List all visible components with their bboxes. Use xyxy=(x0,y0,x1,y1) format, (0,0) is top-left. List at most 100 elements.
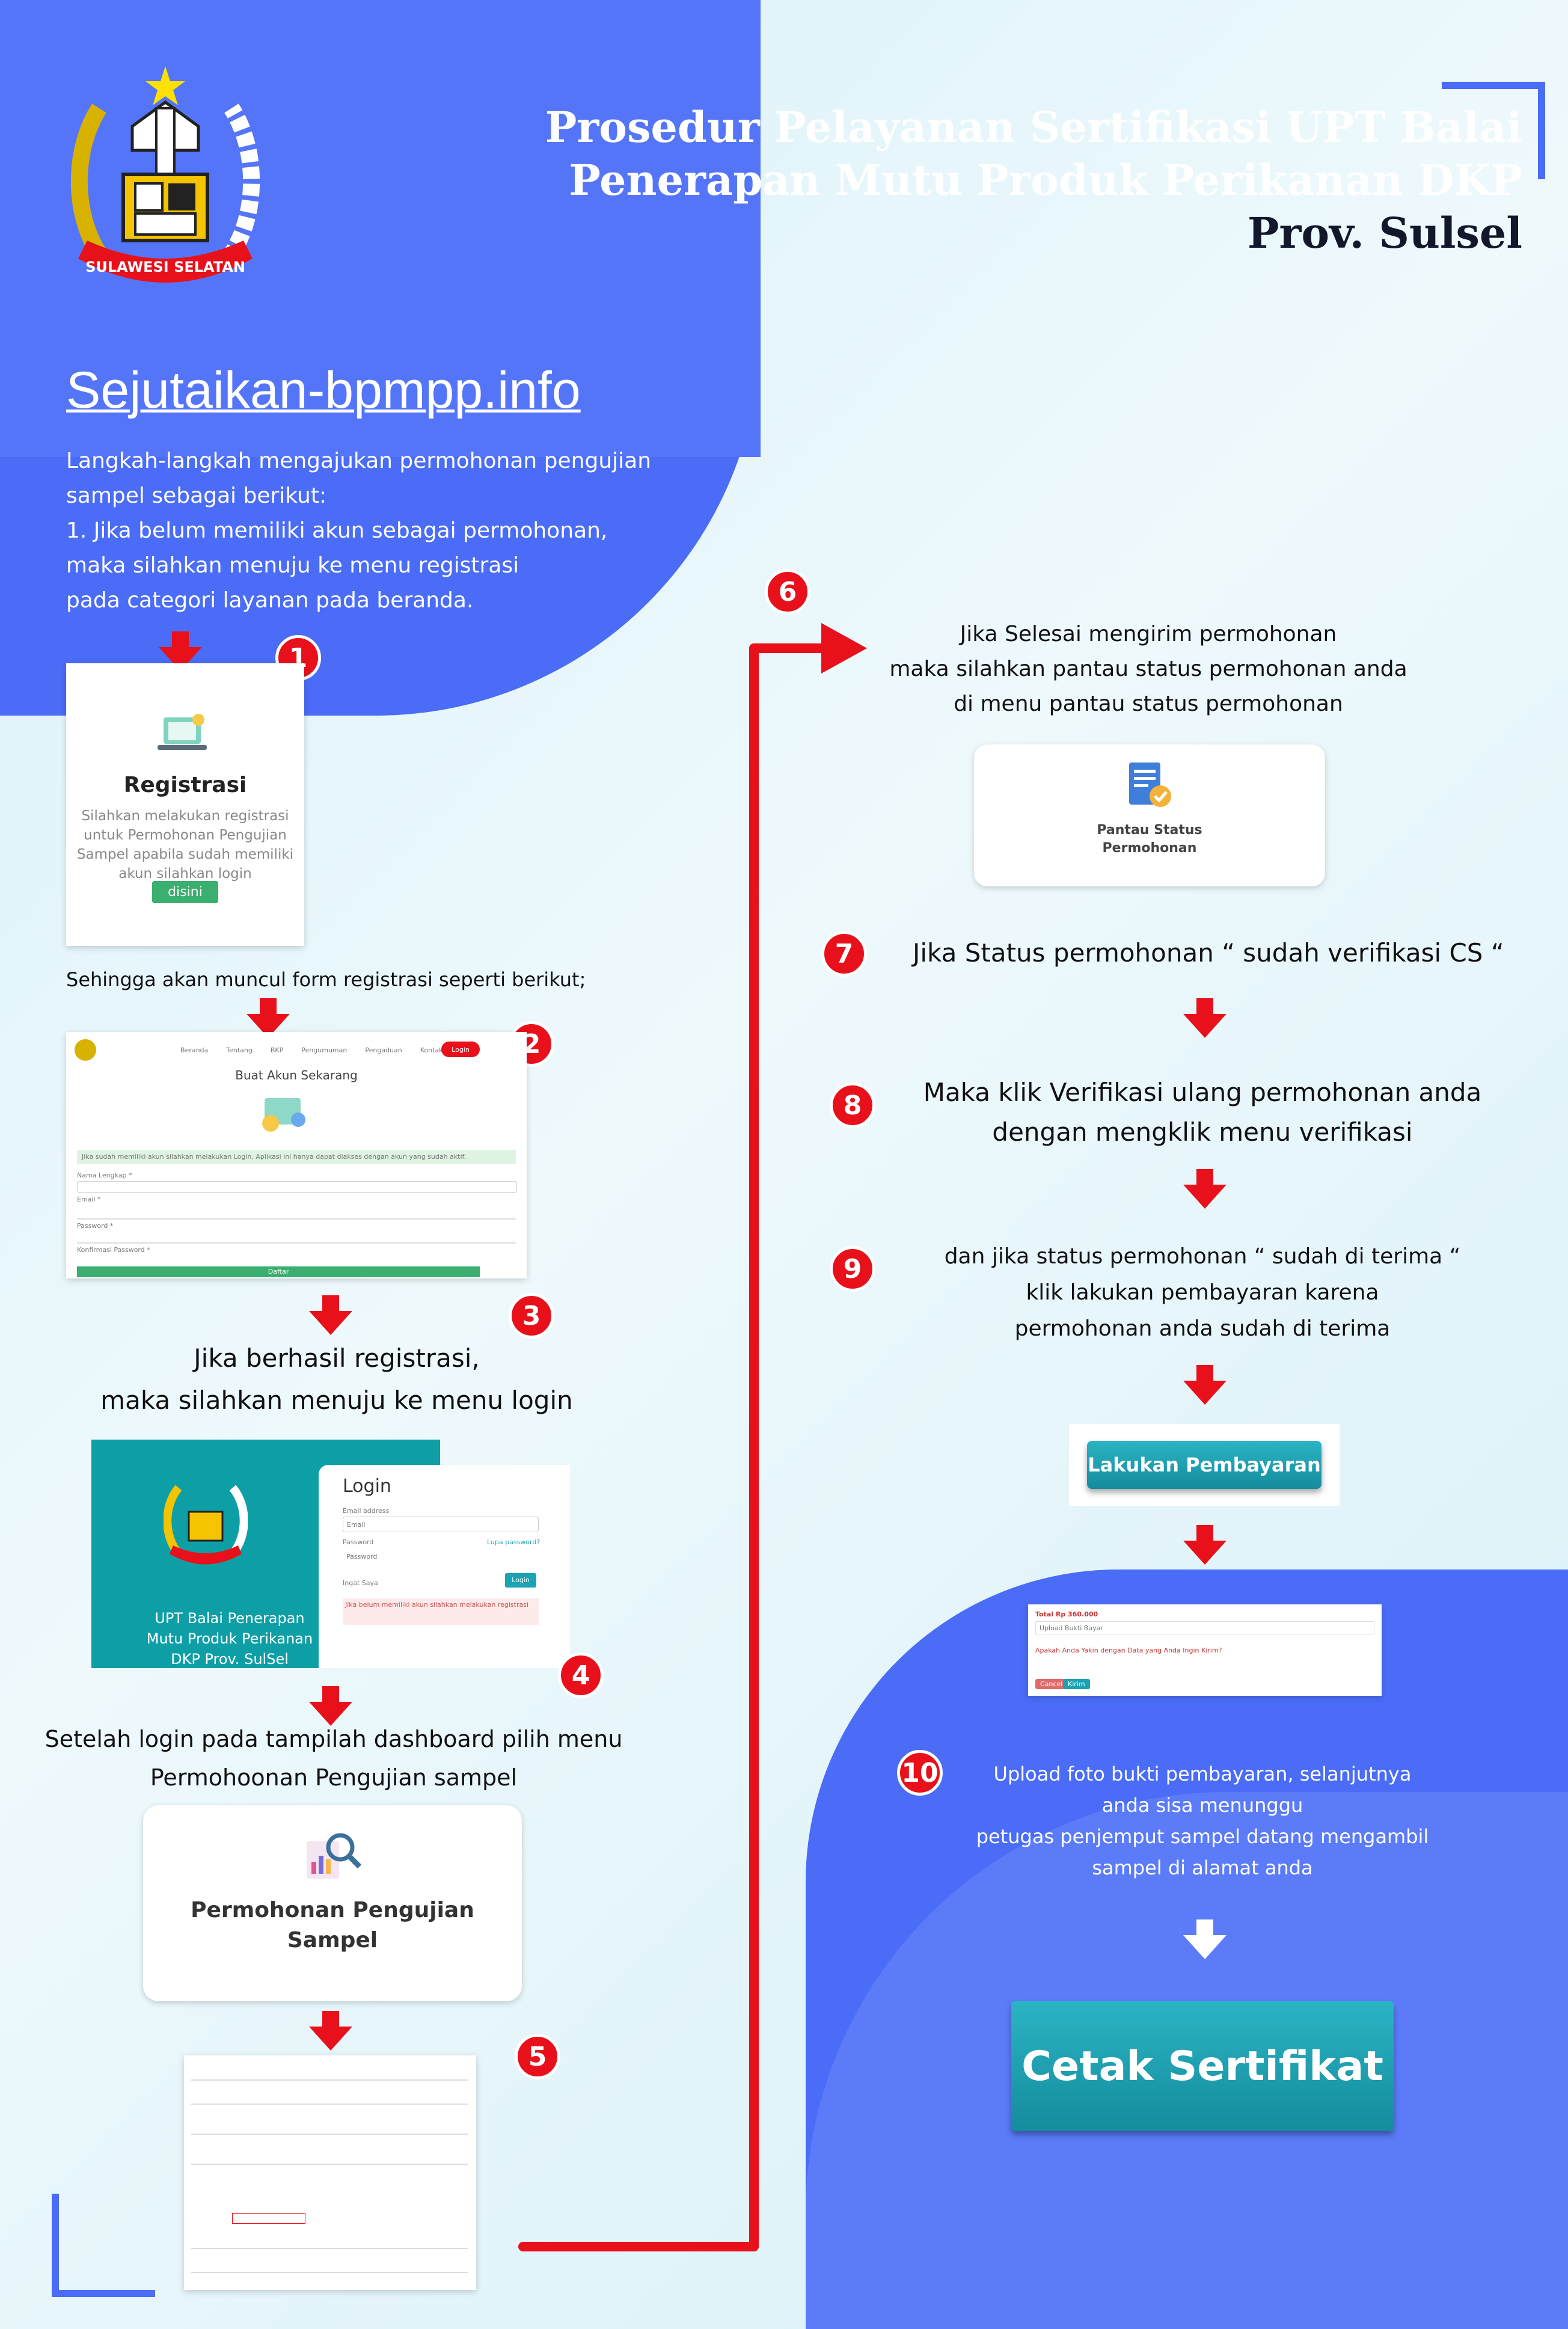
form-label: Nama Lengkap * xyxy=(77,1171,132,1179)
title-line-3: Prov. Sulsel xyxy=(1247,208,1522,258)
site-link[interactable]: Sejutaikan-bpmpp.info xyxy=(66,361,581,419)
login-left-line: DKP Prov. SulSel xyxy=(171,1651,289,1668)
registration-icon xyxy=(156,711,210,753)
step4-line: Setelah login pada tampilah dashboard pi… xyxy=(44,1726,623,1752)
step10-text: Upload foto bukti pembayaran, selanjutny… xyxy=(938,1758,1467,1883)
registrasi-desc-line: akun silahkan login xyxy=(118,866,252,882)
disini-button[interactable]: disini xyxy=(152,881,218,903)
login-title: Login xyxy=(343,1476,391,1497)
permohonan-pengujian-card[interactable]: Permohonan Pengujian Sampel xyxy=(143,1805,522,2001)
email-label: Email address xyxy=(343,1507,390,1515)
form-divider xyxy=(191,2248,468,2249)
login-left-text: UPT Balai Penerapan Mutu Produk Perikana… xyxy=(91,1608,368,1668)
upload-total-label: Total Rp 360.000 xyxy=(1035,1610,1098,1618)
mini-login-button[interactable]: Login xyxy=(441,1042,480,1057)
connector-line-bottom xyxy=(518,2242,759,2251)
step-badge-10: 10 xyxy=(897,1750,943,1796)
cancel-button[interactable]: Cancel xyxy=(1035,1679,1068,1689)
page-title: Prosedur Pelayanan Sertifikasi UPT Balai… xyxy=(541,101,1522,260)
mini-nav-item[interactable]: Pengaduan xyxy=(365,1046,402,1054)
registrasi-desc-line: Silahkan melakukan registrasi xyxy=(81,808,289,824)
document-status-icon xyxy=(1124,758,1175,812)
form-notice: Jika sudah memiliki akun silahkan melaku… xyxy=(77,1150,516,1164)
registrasi-desc: Silahkan melakukan registrasi untuk Perm… xyxy=(66,806,304,883)
intro-line: maka silahkan menuju ke menu registrasi xyxy=(66,553,519,578)
step10-line: Upload foto bukti pembayaran, selanjutny… xyxy=(993,1763,1412,1785)
form-label: Password * xyxy=(77,1222,114,1230)
registrasi-title: Registrasi xyxy=(123,773,247,797)
step-badge-8: 8 xyxy=(830,1082,875,1128)
permohonan-line: Permohonan Pengujian xyxy=(191,1898,474,1922)
registrasi-card[interactable]: Registrasi Silahkan melakukan registrasi… xyxy=(66,663,304,946)
step3-line: maka silahkan menuju ke menu login xyxy=(100,1385,573,1415)
step9-line: permohonan anda sudah di terima xyxy=(1014,1316,1391,1341)
lakukan-pembayaran-button[interactable]: Lakukan Pembayaran xyxy=(1087,1441,1321,1489)
step4-line: Permohoonan Pengujian sampel xyxy=(150,1764,518,1791)
step10-line: sampel di alamat anda xyxy=(1092,1856,1313,1879)
form-divider xyxy=(77,1218,516,1220)
kirim-button[interactable]: Kirim xyxy=(1063,1679,1090,1689)
mini-logo-icon xyxy=(75,1039,96,1061)
forgot-password-link[interactable]: Lupa password? xyxy=(487,1538,541,1546)
login-form-panel: Login Email address Email Password Lupa … xyxy=(319,1465,570,1668)
magnifier-chart-icon xyxy=(303,1829,363,1883)
permohonan-form-screenshot xyxy=(184,2055,476,2290)
step3-text: Jika berhasil registrasi, maka silahkan … xyxy=(36,1337,637,1422)
intro-line: 1. Jika belum memiliki akun sebagai perm… xyxy=(66,518,608,543)
registration-form-screenshot: Beranda Tentang BKP Pengumuman Pengaduan… xyxy=(66,1032,527,1278)
mini-nav-item[interactable]: BKP xyxy=(270,1046,284,1054)
form-divider xyxy=(191,2103,468,2105)
pantau-status-card[interactable]: Pantau Status Permohonan xyxy=(974,744,1325,886)
daftar-button[interactable]: Daftar xyxy=(77,1266,480,1277)
form-label: Konfirmasi Password * xyxy=(77,1246,150,1254)
step9-text: dan jika status permohonan “ sudah di te… xyxy=(902,1239,1503,1347)
intro-text: Langkah-langkah mengajukan permohonan pe… xyxy=(66,444,727,618)
step6-text: Jika Selesai mengirim permohonan maka si… xyxy=(866,617,1431,722)
step-badge-3: 3 xyxy=(509,1293,554,1339)
step8-line: Maka klik Verifikasi ulang permohonan an… xyxy=(923,1078,1482,1107)
login-logo-icon xyxy=(163,1476,248,1566)
step9-line: dan jika status permohonan “ sudah di te… xyxy=(944,1244,1461,1269)
step9-line: klik lakukan pembayaran karena xyxy=(1026,1280,1379,1305)
title-line-1: Prosedur Pelayanan Sertifikasi UPT Balai xyxy=(545,102,1522,152)
upload-panel-screenshot: Total Rp 360.000 Upload Bukti Bayar Apak… xyxy=(1028,1604,1382,1696)
step-badge-4: 4 xyxy=(558,1652,604,1698)
pantau-line: Pantau Status xyxy=(1097,823,1202,838)
upload-field[interactable]: Upload Bukti Bayar xyxy=(1035,1621,1374,1634)
corner-bracket-bottom-left xyxy=(52,2194,155,2297)
pantau-card-text: Pantau Status Permohonan xyxy=(974,821,1325,858)
connector-line-top xyxy=(749,643,833,653)
registrasi-button-wrap: disini xyxy=(66,881,304,903)
step-badge-9: 9 xyxy=(830,1246,875,1292)
mini-nav-item[interactable]: Beranda xyxy=(180,1046,209,1054)
mini-nav: Beranda Tentang BKP Pengumuman Pengaduan… xyxy=(180,1046,462,1054)
step8-line: dengan mengklik menu verifikasi xyxy=(992,1117,1413,1147)
remember-checkbox[interactable]: Ingat Saya xyxy=(343,1579,378,1587)
step4-text: Setelah login pada tampilah dashboard pi… xyxy=(18,1720,649,1797)
login-button[interactable]: Login xyxy=(505,1573,536,1588)
form-divider xyxy=(191,2272,468,2273)
step2-caption: Sehingga akan muncul form registrasi sep… xyxy=(66,968,586,991)
corner-bracket-top-right xyxy=(1442,82,1545,179)
email-input[interactable]: Email xyxy=(343,1517,539,1532)
password-input[interactable]: Password xyxy=(346,1553,378,1560)
mini-select[interactable] xyxy=(232,2213,305,2224)
form-divider xyxy=(77,1242,516,1244)
logo-banner-text: SULAWESI SELATAN xyxy=(85,259,245,275)
step6-line: Jika Selesai mengirim permohonan xyxy=(960,622,1337,646)
form-illustration-icon xyxy=(247,1092,319,1134)
step3-line: Jika berhasil registrasi, xyxy=(194,1343,480,1373)
step6-line: di menu pantau status permohonan xyxy=(954,692,1343,716)
mini-nav-item[interactable]: Pengumuman xyxy=(301,1046,348,1054)
permohonan-line: Sampel xyxy=(287,1928,378,1953)
password-label: Password xyxy=(343,1538,374,1546)
registrasi-desc-line: untuk Permohonan Pengujian xyxy=(84,827,287,843)
mini-nav-item[interactable]: Tentang xyxy=(226,1046,253,1054)
intro-line: sampel sebagai berikut: xyxy=(66,483,327,508)
form-divider xyxy=(191,2164,468,2165)
step6-line: maka silahkan pantau status permohonan a… xyxy=(889,657,1407,681)
step8-text: Maka klik Verifikasi ulang permohonan an… xyxy=(902,1073,1503,1152)
step10-line: anda sisa menunggu xyxy=(1101,1794,1303,1817)
cetak-sertifikat-button[interactable]: Cetak Sertifikat xyxy=(1011,2001,1394,2131)
name-field[interactable] xyxy=(77,1181,517,1193)
